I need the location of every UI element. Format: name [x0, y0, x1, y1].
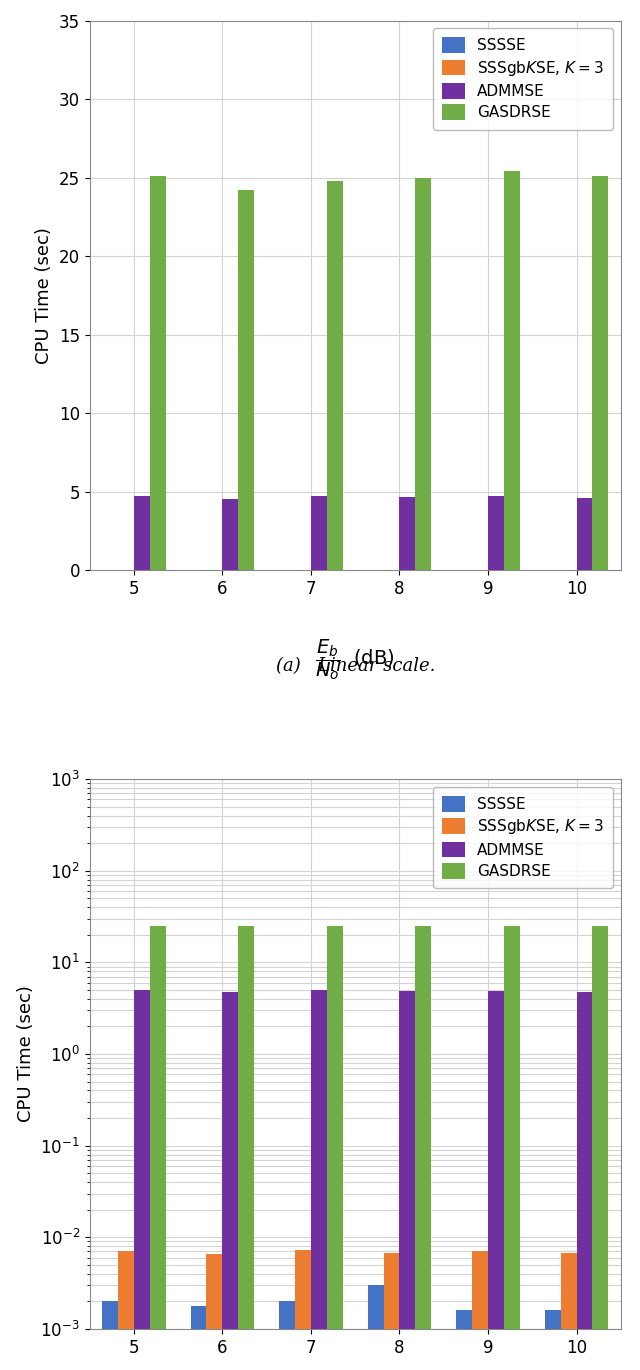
Y-axis label: CPU Time (sec): CPU Time (sec) — [35, 227, 53, 364]
Bar — [311, 991, 327, 1370]
Bar — [577, 499, 593, 570]
Bar — [223, 499, 238, 570]
Bar — [134, 991, 150, 1370]
Bar — [456, 1310, 472, 1370]
Bar — [545, 1310, 561, 1370]
Bar — [415, 178, 431, 570]
Bar — [311, 496, 327, 570]
Bar — [238, 926, 254, 1370]
Bar — [238, 190, 254, 570]
Bar — [327, 181, 343, 570]
Bar — [150, 926, 166, 1370]
Bar — [223, 992, 238, 1370]
Bar — [399, 991, 415, 1370]
Legend: SSSSE, SSSgb$\mathit{K}$SE, $\mathit{K}=3$, ADMMSE, GASDRSE: SSSSE, SSSgb$\mathit{K}$SE, $\mathit{K}=… — [433, 786, 613, 888]
Bar — [279, 1302, 295, 1370]
Bar — [295, 1251, 311, 1370]
Bar — [488, 991, 504, 1370]
Y-axis label: CPU Time (sec): CPU Time (sec) — [17, 985, 35, 1122]
Legend: SSSSE, SSSgb$\mathit{K}$SE, $\mathit{K}=3$, ADMMSE, GASDRSE: SSSSE, SSSgb$\mathit{K}$SE, $\mathit{K}=… — [433, 29, 613, 130]
Bar — [504, 926, 520, 1370]
Bar — [472, 1251, 488, 1370]
Bar — [399, 497, 415, 570]
Bar — [102, 1302, 118, 1370]
Bar — [383, 1252, 399, 1370]
Bar — [327, 926, 343, 1370]
Bar — [118, 1251, 134, 1370]
Bar — [593, 926, 609, 1370]
Bar — [367, 1285, 383, 1370]
Bar — [577, 992, 593, 1370]
Bar — [150, 175, 166, 570]
Bar — [207, 1255, 223, 1370]
Bar — [561, 1252, 577, 1370]
X-axis label: $\dfrac{E_b}{N_o}$  (dB): $\dfrac{E_b}{N_o}$ (dB) — [316, 637, 395, 681]
Bar — [191, 1306, 207, 1370]
Bar — [134, 496, 150, 570]
Bar — [504, 171, 520, 570]
Bar — [488, 496, 504, 570]
Text: (a)   Linear scale.: (a) Linear scale. — [275, 658, 435, 675]
Bar — [415, 926, 431, 1370]
Bar — [593, 175, 609, 570]
